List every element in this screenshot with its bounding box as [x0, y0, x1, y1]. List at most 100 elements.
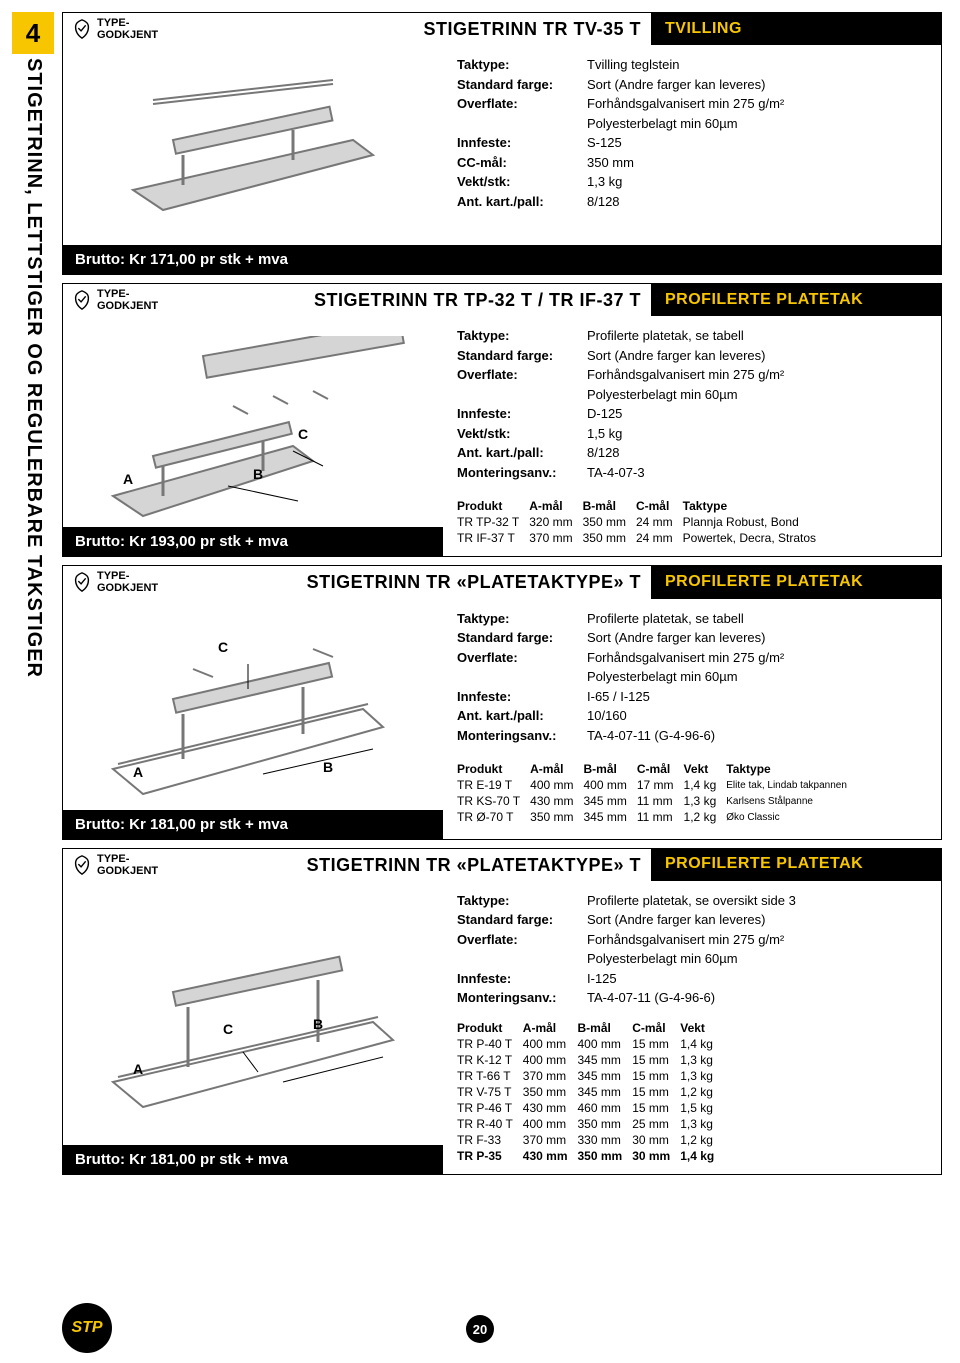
- table-cell: 430 mm: [523, 1148, 578, 1164]
- spec-row: Vekt/stk:1,5 kg: [457, 424, 927, 444]
- category-label: TVILLING: [651, 13, 941, 45]
- spec-value: Profilerte platetak, se tabell: [587, 609, 927, 629]
- table-cell: 15 mm: [632, 1052, 680, 1068]
- spec-value: TA-4-07-3: [587, 463, 927, 483]
- spec-label: Overflate:: [457, 648, 587, 668]
- table-cell: 11 mm: [637, 809, 684, 825]
- spec-row: Monteringsanv.:TA-4-07-11 (G-4-96-6): [457, 726, 927, 746]
- table-cell: Elite tak, Lindab takpannen: [726, 777, 857, 793]
- table-header: C-mål: [632, 1020, 680, 1036]
- product-title: STIGETRINN TR TV-35 T: [166, 13, 651, 45]
- product-illustration: [63, 45, 443, 245]
- spec-row: Taktype:Profilerte platetak, se tabell: [457, 326, 927, 346]
- table-cell: 30 mm: [632, 1132, 680, 1148]
- table-cell: 345 mm: [584, 809, 637, 825]
- table-cell: 17 mm: [637, 777, 684, 793]
- spec-label: Taktype:: [457, 609, 587, 629]
- table-cell: Powertek, Decra, Stratos: [683, 530, 826, 546]
- spec-row: Overflate:Forhåndsgalvanisert min 275 g/…: [457, 648, 927, 668]
- spec-value: TA-4-07-11 (G-4-96-6): [587, 988, 927, 1008]
- spec-value: Profilerte platetak, se oversikt side 3: [587, 891, 927, 911]
- type-approved-text: TYPE- GODKJENT: [97, 853, 158, 877]
- table-cell: 11 mm: [637, 793, 684, 809]
- spec-row: Taktype:Profilerte platetak, se tabell: [457, 609, 927, 629]
- spec-value: D-125: [587, 404, 927, 424]
- table-cell: 1,2 kg: [680, 1132, 724, 1148]
- price-bar: Brutto: Kr 181,00 pr stk + mva: [63, 810, 443, 839]
- table-row: TR P-35430 mm350 mm30 mm1,4 kg: [457, 1148, 724, 1164]
- dim-a: A: [133, 1061, 143, 1077]
- table-cell: Plannja Robust, Bond: [683, 514, 826, 530]
- table-cell: TR V-75 T: [457, 1084, 523, 1100]
- approval-icon: [71, 854, 93, 876]
- spec-label: Ant. kart./pall:: [457, 443, 587, 463]
- spec-label: Standard farge:: [457, 910, 587, 930]
- dimension-table: ProduktA-målB-målC-målVektTaktypeTR E-19…: [443, 755, 941, 835]
- product-block-4: TYPE- GODKJENT STIGETRINN TR «PLATETAKTY…: [62, 848, 942, 1175]
- table-cell: 330 mm: [578, 1132, 633, 1148]
- table-cell: 370 mm: [523, 1068, 578, 1084]
- table-header: B-mål: [583, 498, 636, 514]
- dim-c: C: [298, 426, 308, 442]
- spec-label: [457, 949, 587, 969]
- spec-value: Profilerte platetak, se tabell: [587, 326, 927, 346]
- table-header: Taktype: [726, 761, 857, 777]
- table-cell: 350 mm: [583, 530, 636, 546]
- table-cell: 345 mm: [584, 793, 637, 809]
- spec-label: Innfeste:: [457, 404, 587, 424]
- product-block-1: TYPE- GODKJENT STIGETRINN TR TV-35 T TVI…: [62, 12, 942, 275]
- table-cell: 350 mm: [530, 809, 583, 825]
- category-label: PROFILERTE PLATETAK: [651, 284, 941, 316]
- table-cell: 15 mm: [632, 1068, 680, 1084]
- table-row: TR KS-70 T430 mm345 mm11 mm1,3 kgKarlsen…: [457, 793, 857, 809]
- data-table: ProduktA-målB-målC-målVektTaktypeTR E-19…: [457, 761, 857, 825]
- spec-value: Polyesterbelagt min 60µm: [587, 385, 927, 405]
- spec-label: Overflate:: [457, 365, 587, 385]
- footer-page-text: 20: [473, 1322, 487, 1337]
- spec-list: Taktype:Profilerte platetak, se tabellSt…: [443, 599, 941, 756]
- dim-b: B: [313, 1016, 323, 1032]
- table-cell: 345 mm: [578, 1052, 633, 1068]
- product-block-2: TYPE- GODKJENT STIGETRINN TR TP-32 T / T…: [62, 283, 942, 557]
- table-cell: 1,2 kg: [680, 1084, 724, 1100]
- table-cell: 430 mm: [530, 793, 583, 809]
- table-cell: TR E-19 T: [457, 777, 530, 793]
- spec-row: Standard farge:Sort (Andre farger kan le…: [457, 910, 927, 930]
- spec-value: I-125: [587, 969, 927, 989]
- dimension-table: ProduktA-målB-målC-målVektTR P-40 T400 m…: [443, 1018, 941, 1174]
- approval-icon: [71, 571, 93, 593]
- table-cell: 400 mm: [523, 1116, 578, 1132]
- spec-value: Forhåndsgalvanisert min 275 g/m²: [587, 648, 927, 668]
- spec-label: Standard farge:: [457, 628, 587, 648]
- type-approved-badge: TYPE- GODKJENT: [63, 849, 166, 881]
- spec-label: Vekt/stk:: [457, 424, 587, 444]
- table-header: Vekt: [680, 1020, 724, 1036]
- spec-row: Taktype:Tvilling teglstein: [457, 55, 927, 75]
- spec-list: Taktype:Profilerte platetak, se oversikt…: [443, 881, 941, 1018]
- spec-value: Sort (Andre farger kan leveres): [587, 628, 927, 648]
- table-cell: 1,5 kg: [680, 1100, 724, 1116]
- side-section-title: STIGETRINN, LETTSTIGER OG REGULERBARE TA…: [22, 58, 45, 678]
- spec-label: Innfeste:: [457, 687, 587, 707]
- spec-value: TA-4-07-11 (G-4-96-6): [587, 726, 927, 746]
- table-cell: 400 mm: [530, 777, 583, 793]
- spec-value: Forhåndsgalvanisert min 275 g/m²: [587, 94, 927, 114]
- spec-row: Polyesterbelagt min 60µm: [457, 667, 927, 687]
- table-header: C-mål: [637, 761, 684, 777]
- spec-row: Polyesterbelagt min 60µm: [457, 114, 927, 134]
- spec-label: Standard farge:: [457, 75, 587, 95]
- data-table: ProduktA-målB-målC-målTaktypeTR TP-32 T3…: [457, 498, 826, 546]
- table-row: TR TP-32 T320 mm350 mm24 mmPlannja Robus…: [457, 514, 826, 530]
- table-cell: 400 mm: [578, 1036, 633, 1052]
- approval-icon: [71, 18, 93, 40]
- spec-row: Polyesterbelagt min 60µm: [457, 385, 927, 405]
- spec-row: Innfeste:D-125: [457, 404, 927, 424]
- table-cell: 15 mm: [632, 1100, 680, 1116]
- table-cell: TR Ø-70 T: [457, 809, 530, 825]
- table-header: Vekt: [684, 761, 727, 777]
- dim-a: A: [133, 764, 143, 780]
- spec-value: Sort (Andre farger kan leveres): [587, 346, 927, 366]
- spec-value: 350 mm: [587, 153, 927, 173]
- table-cell: 370 mm: [523, 1132, 578, 1148]
- spec-row: Ant. kart./pall:8/128: [457, 192, 927, 212]
